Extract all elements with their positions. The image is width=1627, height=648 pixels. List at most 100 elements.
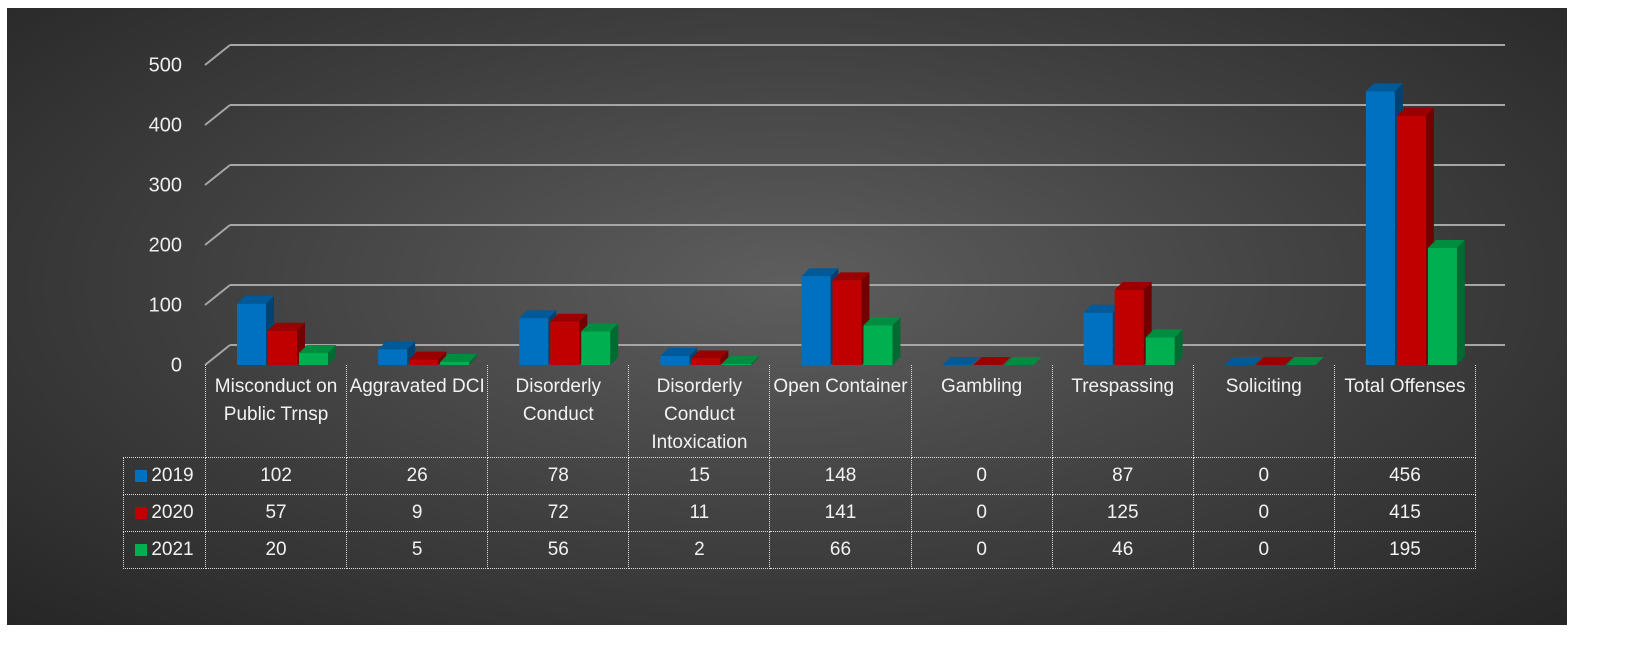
grid-line-side — [204, 224, 231, 246]
legend-key — [135, 470, 148, 482]
bar-side — [328, 345, 336, 365]
table-value: 125 — [1051, 494, 1194, 532]
bar-front — [1365, 91, 1395, 366]
bar-top — [1114, 282, 1152, 290]
table-value: 415 — [1333, 494, 1476, 532]
table-row: 2020 57 9 72 11 141 0 125 0 415 — [123, 494, 1476, 532]
legend-label: 2021 — [151, 539, 194, 560]
bar-top — [942, 357, 980, 365]
category-label: Disorderly Conduct Intoxication — [628, 365, 771, 458]
bar-side — [892, 317, 901, 365]
grid-line — [204, 104, 1505, 126]
bar-front — [268, 330, 297, 365]
bar-front — [409, 359, 439, 365]
bar-top — [519, 310, 557, 319]
bar-side — [751, 355, 760, 365]
bar-top — [1255, 357, 1293, 365]
grid-line-side — [204, 284, 231, 306]
table-value: 9 — [346, 494, 489, 532]
bar-top — [268, 322, 305, 331]
bar-front — [1114, 290, 1144, 365]
category-label: Total Offenses — [1333, 365, 1476, 458]
bar-front — [832, 280, 862, 365]
table-value: 5 — [346, 531, 489, 569]
table-value: 56 — [487, 531, 630, 569]
bar-top — [378, 341, 416, 350]
bar-front — [1083, 312, 1113, 365]
grid-line-side — [204, 44, 231, 66]
bar-front — [801, 276, 831, 365]
table-value: 141 — [769, 494, 912, 532]
bar-front — [1145, 337, 1175, 365]
table-row: 2019 102 26 78 15 148 0 87 0 456 — [123, 457, 1476, 495]
bar — [942, 357, 980, 365]
bar-front — [691, 358, 721, 365]
legend-header — [123, 365, 206, 458]
grid-line-side — [204, 104, 231, 126]
bar-side — [469, 354, 478, 365]
bar-front — [550, 321, 580, 365]
bar — [1255, 357, 1293, 365]
bar — [268, 322, 305, 365]
bar-side — [438, 351, 447, 365]
grid-line — [204, 164, 1505, 186]
y-tick-label: 400 — [149, 114, 182, 136]
data-table: Misconduct on Public Trnsp Aggravated DCI… — [123, 365, 1476, 569]
bar-side — [720, 350, 729, 365]
table-value: 26 — [346, 457, 489, 495]
bar — [440, 354, 478, 365]
bar-front — [299, 353, 328, 365]
table-value: 195 — [1333, 531, 1476, 569]
bar-side — [407, 341, 416, 365]
bar — [691, 350, 729, 365]
bar-front — [1427, 248, 1457, 365]
bar-top — [1427, 240, 1465, 248]
bar — [863, 317, 901, 365]
bar-top — [722, 355, 760, 364]
bar-top — [1286, 357, 1324, 365]
bar-front — [863, 325, 893, 365]
bar — [378, 341, 416, 365]
bar — [581, 323, 619, 365]
grid-line-side — [204, 344, 231, 366]
y-tick-label: 500 — [149, 54, 182, 76]
table-value: 456 — [1333, 457, 1476, 495]
bar — [722, 355, 760, 365]
table-value: 102 — [204, 457, 348, 495]
legend-cell: 2019 — [123, 457, 206, 495]
table-header-row: Misconduct on Public Trnsp Aggravated DCI… — [123, 365, 1476, 458]
table-value: 2 — [628, 531, 771, 569]
bar — [1427, 240, 1465, 365]
table-value: 148 — [769, 457, 912, 495]
bar-side — [1456, 240, 1465, 365]
legend-cell: 2021 — [123, 531, 206, 569]
table-value: 46 — [1051, 531, 1194, 569]
bar-top — [440, 354, 478, 362]
bar — [1145, 329, 1183, 365]
bar-side — [1174, 329, 1183, 365]
bar-top — [801, 268, 839, 277]
table-value: 72 — [487, 494, 630, 532]
category-label: Aggravated DCI — [346, 365, 489, 458]
table-value: 57 — [204, 494, 348, 532]
table-row: 2021 20 5 56 2 66 0 46 0 195 — [123, 531, 1476, 569]
bar — [299, 345, 336, 365]
bar-front — [378, 349, 408, 365]
bar-top — [1365, 83, 1403, 92]
bar-top — [1083, 304, 1121, 313]
bar-top — [581, 323, 619, 332]
bar-front — [1396, 116, 1426, 365]
table-value: 0 — [910, 531, 1053, 569]
table-value: 87 — [1051, 457, 1194, 495]
bar-front — [660, 356, 690, 365]
bar — [409, 351, 447, 365]
bar-side — [610, 323, 619, 365]
bar-top — [863, 317, 901, 326]
bar-front — [237, 303, 266, 365]
bar — [1004, 357, 1042, 365]
category-label: Gambling — [910, 365, 1053, 458]
bar-top — [691, 350, 729, 359]
bar-front — [581, 331, 611, 365]
grid-line — [204, 44, 1505, 66]
